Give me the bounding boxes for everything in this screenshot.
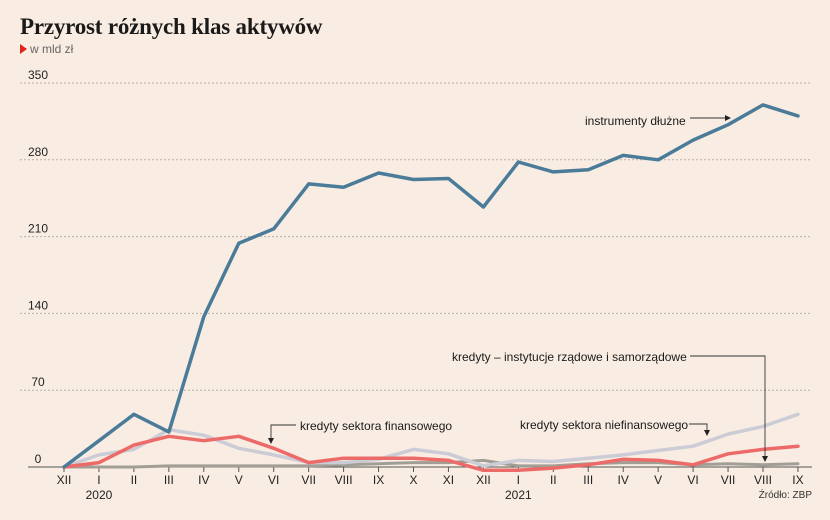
year-label: 2020 <box>86 488 113 502</box>
x-tick-label: VIII <box>754 473 772 487</box>
chart-title: Przyrost różnych klas aktywów <box>20 14 323 39</box>
arrow-icon <box>268 438 274 444</box>
x-tick-label: XI <box>443 473 454 487</box>
arrow-icon <box>725 115 731 121</box>
x-tick-label: III <box>583 473 593 487</box>
red-triangle-icon <box>20 44 27 54</box>
arrow-icon <box>704 430 710 436</box>
y-tick-label: 280 <box>28 145 48 159</box>
x-tick-label: V <box>235 473 243 487</box>
x-tick-label: XII <box>57 473 72 487</box>
annotation-leader <box>270 424 296 438</box>
x-tick-label: I <box>517 473 520 487</box>
x-tick-label: IX <box>373 473 384 487</box>
x-tick-label: VII <box>721 473 736 487</box>
x-tick-label: XII <box>476 473 491 487</box>
x-tick-label: IV <box>198 473 209 487</box>
series-line-2 <box>62 434 800 473</box>
chart-subtitle: w mld zł <box>20 42 73 56</box>
x-tick-label: X <box>409 473 417 487</box>
annotation-leader <box>690 355 766 456</box>
x-tick-label: III <box>164 473 174 487</box>
x-tick-label: VI <box>687 473 698 487</box>
y-axis-ticks: 0 70 140 210 280 350 <box>28 68 48 466</box>
x-tick-label: IV <box>618 473 629 487</box>
annotation-label: instrumenty dłużne <box>585 114 686 128</box>
y-tick-label: 70 <box>31 375 45 389</box>
annotations: instrumenty dłużne kredyty – instytucje r… <box>268 114 768 462</box>
year-label: 2021 <box>505 488 532 502</box>
annotation-label: kredyty – instytucje rządowe i samorządo… <box>452 350 687 364</box>
arrow-icon <box>762 456 768 462</box>
x-tick-label: I <box>97 473 100 487</box>
annotation-label: kredyty sektora niefinansowego <box>520 418 688 432</box>
x-tick-label: VI <box>268 473 279 487</box>
annotation-label: kredyty sektora finansowego <box>300 419 452 433</box>
y-tick-label: 350 <box>28 68 48 82</box>
unit-label: w mld zł <box>30 42 74 56</box>
x-tick-label: V <box>654 473 662 487</box>
y-tick-label: 140 <box>28 298 48 312</box>
series-line-1 <box>62 412 800 469</box>
x-axis-ticks: XII I II III IV V VI VII VIII IX X XI XII I II III IV V VI… <box>57 467 804 502</box>
x-tick-label: IX <box>792 473 803 487</box>
source-label: Źródło: ZBP <box>759 488 813 501</box>
series-lines <box>62 103 800 473</box>
x-tick-label: II <box>550 473 557 487</box>
x-tick-label: VII <box>301 473 316 487</box>
x-tick-label: II <box>131 473 138 487</box>
x-tick-label: VIII <box>335 473 353 487</box>
series-line-0 <box>62 103 800 469</box>
y-tick-label: 210 <box>28 222 48 236</box>
annotation-leader <box>689 423 708 430</box>
y-tick-label: 0 <box>35 452 42 466</box>
